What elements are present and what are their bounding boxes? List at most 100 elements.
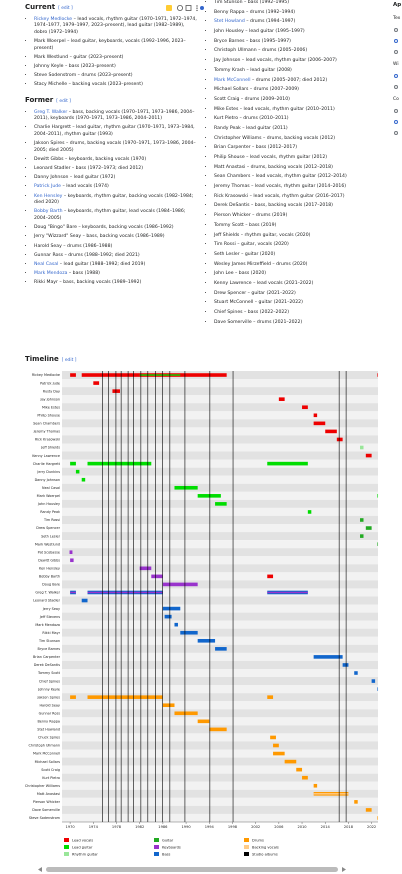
x-tick-label: 1990 [182, 825, 192, 829]
member-description: – lead vocals, rhythm guitar (1970–1971,… [34, 16, 197, 35]
x-tick-label: 1994 [205, 825, 215, 829]
member-name: Tommy Scott [214, 222, 244, 228]
member-name: Brian Carpenter [214, 145, 251, 151]
member-description: – drums (1986–1988) [61, 243, 113, 249]
member-item: Jeremy Thomas – lead vocals, rhythm guit… [214, 184, 390, 191]
member-description: – lead vocals, rhythm guitar (2006–2007) [240, 58, 337, 64]
member-label: Leonard Stadler [33, 599, 61, 603]
radio[interactable] [394, 74, 398, 78]
member-description: – drums (2005–2006) [256, 48, 308, 54]
member-item: Tim Stunson – bass (1992–1995) [214, 0, 390, 7]
member-name[interactable]: Greg T. Walker [34, 109, 68, 115]
row-band [62, 805, 378, 814]
member-name: Tim Stunson [214, 0, 243, 5]
radio[interactable] [394, 109, 398, 113]
right-column: Tim Stunson – bass (1992–1995) Benny Rapp… [205, 0, 390, 329]
member-item: Danny Johnson – lead guitar (1972) [34, 175, 197, 182]
member-item: Philip Shouse – lead vocals, rhythm guit… [214, 155, 390, 162]
row-band [62, 507, 378, 516]
radio[interactable] [394, 50, 398, 54]
x-tick-label: 1978 [112, 825, 122, 829]
member-description: – rhythm guitar, vocals (2020) [239, 232, 311, 238]
legend-swatch [154, 845, 159, 849]
radio[interactable] [394, 28, 398, 32]
edit-text[interactable]: edit [64, 358, 74, 363]
member-bar [377, 373, 379, 377]
member-label: Rickey Medlocke [32, 373, 60, 377]
row-band [62, 395, 378, 404]
legend-swatch [64, 838, 69, 842]
legend-label: Lead guitar [72, 845, 93, 849]
icon[interactable] [196, 5, 198, 7]
scroll-thumb[interactable] [46, 867, 338, 872]
edit-link[interactable]: [ edit ] [56, 98, 71, 104]
edit-link[interactable]: [ edit ] [61, 358, 77, 363]
legend-swatch [244, 845, 249, 849]
member-description: – drums (1994–1997) [244, 19, 296, 25]
member-item: Christoph Ullmann – drums (2005–2006) [214, 48, 390, 55]
icon[interactable] [196, 9, 198, 12]
member-description: – guitar (2020) [239, 251, 276, 257]
member-item: Rikki Mayr – bass, backing vocals (1989–… [34, 280, 197, 287]
member-description: – bass, backing vocals (1970–1971, 1973–… [34, 109, 195, 122]
member-bar [151, 574, 163, 579]
member-bar [270, 735, 276, 740]
icon[interactable] [185, 5, 192, 11]
row-band [62, 660, 378, 669]
member-name[interactable]: Ken Hensley [34, 193, 63, 199]
member-item: Jerry "Wizzard" Seay – bass, backing voc… [34, 234, 197, 241]
member-description: – lead guitar, keyboards, vocals (1992–1… [34, 38, 186, 51]
member-name: Mike Estes [214, 106, 239, 112]
member-name: Matt Anastasi [214, 164, 246, 170]
member-name: Doug "Bingo" Bare [34, 225, 77, 231]
member-label: Danny Johnson [35, 478, 60, 482]
member-label: Rick Krasowski [35, 438, 60, 442]
scroll-arrow[interactable] [38, 867, 42, 872]
sidebar-section: Tex [393, 16, 401, 21]
member-description: – drums (2007–2009) [248, 87, 299, 93]
icon[interactable] [200, 6, 204, 10]
scroll-arrow[interactable] [342, 867, 346, 872]
member-description: – drums (2019) [250, 213, 288, 219]
member-name[interactable]: Rickey Medlocke [34, 16, 73, 22]
member-bar [354, 671, 358, 675]
sidebar-title: Ap [393, 2, 402, 8]
member-description: – backing vocals (2023–present) [67, 82, 143, 88]
member-label: Pat Scobasse [38, 550, 60, 554]
x-tick-label: 1998 [228, 825, 238, 829]
member-bar [69, 550, 73, 555]
icon[interactable] [166, 5, 172, 11]
radio[interactable] [394, 120, 398, 124]
member-name[interactable]: Bobby Barth [34, 209, 63, 215]
icon[interactable] [196, 7, 198, 9]
member-name[interactable]: Neal Casal [34, 261, 59, 267]
radio[interactable] [394, 85, 398, 89]
member-name: Seth Lesler [214, 251, 240, 257]
x-tick-label: 2010 [297, 825, 307, 829]
edit-link[interactable]: [ edit ] [58, 6, 73, 11]
member-bar [313, 793, 349, 795]
member-bar [75, 469, 80, 474]
member-name[interactable]: Mark McConnell [214, 77, 251, 83]
member-bar [377, 542, 379, 546]
member-item: Wesley James Mirzeffield – drums (2020) [214, 262, 390, 269]
edit-text[interactable]: edit [59, 98, 68, 104]
member-name[interactable]: Stet Howland [214, 19, 245, 25]
member-label: Rikki Mayr [42, 631, 60, 635]
member-label: Dave Somerville [32, 808, 60, 812]
member-item: Mark Westlund – guitar (2023–present) [34, 55, 197, 62]
member-label: Greg T. Walker [35, 591, 60, 595]
member-name[interactable]: Patrick Jude [34, 184, 61, 190]
member-bar [87, 461, 152, 466]
member-name[interactable]: Mark Mendoza [34, 271, 68, 277]
edit-text[interactable]: edit [61, 6, 70, 11]
member-description: – drums, backing vocals (2012–2018) [245, 164, 333, 170]
member-description: – lead guitar, rhythm guitar (1970–1971,… [34, 125, 195, 137]
icon[interactable] [177, 5, 184, 11]
radio[interactable] [394, 131, 398, 135]
member-bar [284, 759, 297, 764]
member-item: Doug "Bingo" Bare – keyboards, backing v… [34, 225, 197, 232]
radio[interactable] [394, 39, 398, 43]
member-item: Mark Woerpel – lead guitar, keyboards, v… [34, 39, 197, 52]
member-description: – lead guitar (1972) [68, 175, 116, 181]
